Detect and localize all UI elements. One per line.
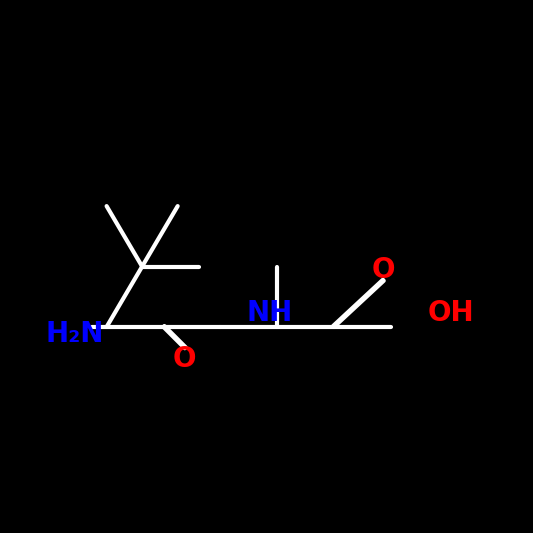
Text: OH: OH [428,298,474,327]
Text: NH: NH [247,298,293,327]
Text: O: O [372,256,395,284]
Text: O: O [173,345,197,373]
Text: H₂N: H₂N [45,320,104,348]
